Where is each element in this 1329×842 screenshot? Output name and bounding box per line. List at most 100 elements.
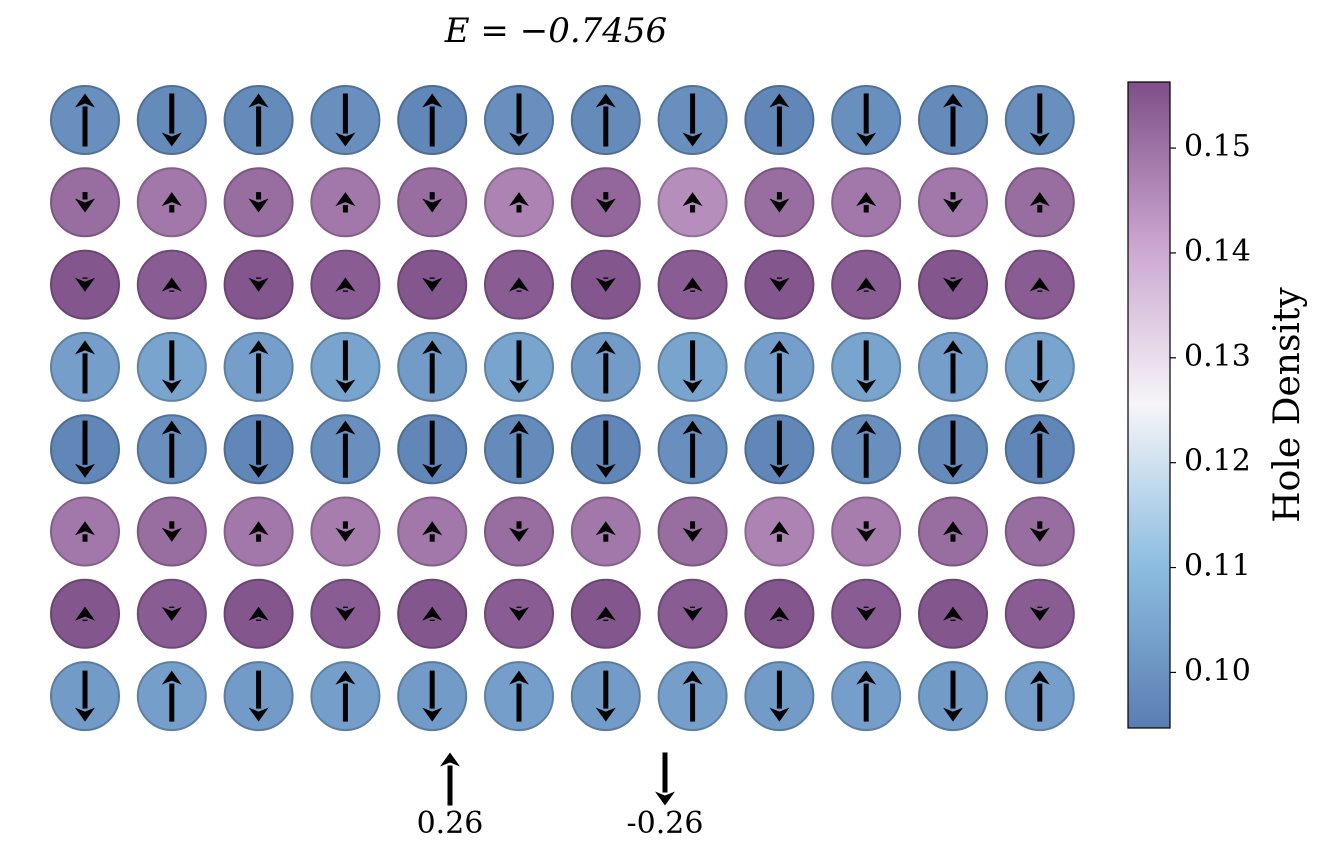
site — [50, 496, 120, 567]
spin-arrow — [335, 670, 356, 722]
spin-arrow — [248, 93, 269, 147]
arrow-head — [422, 198, 443, 213]
site — [918, 496, 988, 567]
site — [657, 167, 728, 238]
spin-arrow — [595, 93, 616, 147]
colorbar-tick-label: 0.12 — [1184, 444, 1251, 479]
spin-arrow — [422, 192, 443, 213]
arrow-head — [856, 420, 877, 435]
spin-arrow — [1029, 93, 1050, 147]
spin-arrow — [1029, 192, 1050, 213]
arrow-head — [248, 521, 269, 536]
spin-arrow — [509, 420, 529, 478]
arrow-head — [509, 527, 529, 542]
arrow-head — [422, 521, 443, 536]
arrow-head — [75, 277, 95, 292]
site — [397, 167, 468, 238]
arrow-head — [595, 340, 616, 355]
spin-arrow — [682, 521, 703, 542]
arrow-head — [422, 340, 443, 355]
arrow-head — [856, 527, 877, 542]
spin-arrow — [682, 277, 703, 292]
spin-arrow — [75, 606, 95, 621]
arrow-head — [335, 132, 356, 147]
spin-arrow — [1029, 420, 1050, 478]
legend-arrow — [440, 752, 460, 806]
spin-arrow — [335, 93, 356, 147]
spin-arrow — [335, 192, 356, 213]
arrow-head — [75, 463, 95, 478]
spin-arrow — [595, 277, 616, 292]
arrow-head — [595, 93, 616, 108]
spin-arrow — [335, 606, 356, 621]
colorbar — [1127, 81, 1171, 729]
arrow-head — [682, 420, 703, 435]
spin-arrow — [943, 521, 963, 542]
spin-arrow — [856, 670, 877, 722]
arrow-head — [682, 192, 703, 207]
spin-arrow — [509, 277, 529, 292]
arrow-head — [335, 527, 356, 542]
spin-arrow — [75, 192, 95, 213]
spin-arrow — [769, 606, 790, 621]
spin-arrow — [509, 340, 529, 394]
legend-arrow — [655, 752, 675, 806]
arrow-head — [595, 277, 616, 292]
spin-arrow — [75, 521, 95, 542]
spin-arrow — [422, 670, 443, 722]
spin-arrow — [422, 420, 443, 478]
spin-arrow — [248, 277, 269, 292]
spin-arrow — [248, 521, 269, 542]
arrow-head — [769, 606, 790, 621]
colorbar-label: Hole Density — [1267, 287, 1308, 523]
colorbar-tick-label: 0.13 — [1184, 339, 1251, 374]
arrow-head — [769, 198, 790, 213]
arrow-head — [595, 521, 616, 536]
arrow-head — [509, 420, 529, 435]
arrow-head — [248, 340, 269, 355]
site — [484, 496, 554, 567]
arrow-head — [769, 340, 790, 355]
arrow-head — [422, 93, 443, 108]
arrow-head — [943, 198, 963, 213]
spin-arrow — [161, 93, 182, 147]
spin-arrow — [75, 670, 95, 722]
site — [657, 496, 728, 567]
spin-arrow — [75, 93, 95, 147]
spin-arrow — [422, 606, 443, 621]
arrow-head — [595, 198, 616, 213]
arrow-head — [1029, 527, 1050, 542]
spin-arrow — [75, 420, 95, 478]
spin-arrow — [856, 340, 877, 394]
spin-arrow — [682, 420, 703, 478]
site — [136, 496, 207, 567]
arrow-head — [682, 527, 703, 542]
legend-label: 0.26 — [417, 806, 484, 841]
arrow-head — [335, 420, 356, 435]
spin-arrow — [1029, 670, 1050, 722]
arrow-head — [161, 670, 182, 685]
arrow-head — [682, 670, 703, 685]
spin-arrow — [248, 420, 269, 478]
spin-arrow — [856, 420, 877, 478]
spin-arrow — [161, 277, 182, 292]
arrow-head — [161, 420, 182, 435]
arrow-head — [509, 379, 529, 394]
arrow-head — [248, 606, 269, 621]
arrow-head — [509, 670, 529, 685]
arrow-head — [856, 379, 877, 394]
spin-arrow — [769, 277, 790, 292]
arrow-head — [422, 277, 443, 292]
arrow-head — [1029, 192, 1050, 207]
arrow-head — [1029, 606, 1050, 621]
spin-arrow — [682, 670, 703, 722]
spin-arrow — [509, 93, 529, 147]
site — [310, 496, 381, 567]
arrow-head — [856, 192, 877, 207]
spin-arrow — [595, 192, 616, 213]
colorbar-tick-label: 0.15 — [1184, 129, 1251, 164]
spin-arrow — [856, 277, 877, 292]
colorbar-tick-label: 0.10 — [1184, 653, 1251, 688]
arrow-head — [335, 277, 356, 292]
